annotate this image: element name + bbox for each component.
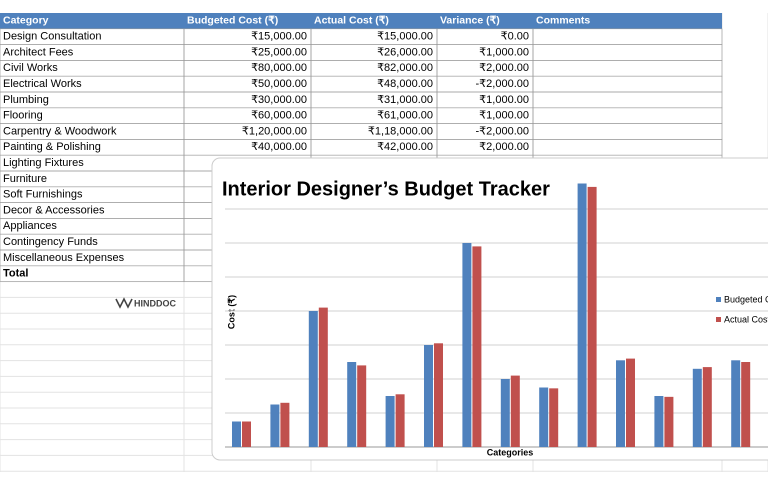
cell-text: ₹1,000.00 — [479, 46, 529, 58]
cell-text: -₹2,000.00 — [476, 125, 529, 137]
bar — [654, 396, 664, 447]
header-row — [0, 13, 722, 29]
legend-label: Actual Cost — [724, 314, 768, 324]
bar — [242, 421, 251, 447]
cell-text: ₹50,000.00 — [251, 78, 307, 90]
cell-text: Decor & Accessories — [3, 204, 105, 216]
cell-text: ₹1,20,000.00 — [242, 125, 307, 137]
bar — [462, 243, 472, 447]
logo: HINDDOC — [115, 297, 176, 309]
legend-label: Budgeted Cost — [724, 294, 768, 304]
bar — [626, 358, 635, 447]
cell-text: ₹1,000.00 — [479, 94, 529, 106]
bar — [539, 387, 549, 447]
bar — [357, 365, 367, 447]
chart-frame — [211, 157, 768, 461]
bar — [280, 402, 290, 447]
cell-text: -₹2,000.00 — [476, 78, 529, 90]
bar — [385, 396, 395, 447]
cell-text: Furniture — [3, 173, 47, 185]
chart-title: Interior Designer’s Budget Tracker — [222, 178, 550, 200]
cell-text: ₹82,000.00 — [377, 62, 433, 74]
cell-text: Electrical Works — [3, 78, 82, 90]
cell-text: Appliances — [3, 220, 57, 232]
header-cell: Budgeted Cost (₹) — [187, 15, 278, 27]
cell-text: ₹15,000.00 — [377, 31, 433, 43]
bar — [616, 360, 625, 447]
bar — [395, 394, 405, 447]
cell-text: Contingency Funds — [3, 236, 98, 248]
bar — [510, 375, 520, 447]
bar — [232, 421, 241, 447]
bar — [308, 311, 318, 447]
bar — [472, 246, 482, 447]
header-cell: Actual Cost (₹) — [314, 15, 389, 27]
cell-text: Civil Works — [3, 62, 58, 74]
cell-text: ₹25,000.00 — [251, 46, 307, 58]
cell-text: Architect Fees — [3, 46, 74, 58]
cell-text: ₹61,000.00 — [377, 110, 433, 122]
cell-text: Miscellaneous Expenses — [3, 252, 125, 264]
bar — [702, 367, 712, 447]
cell-text: ₹42,000.00 — [377, 141, 433, 153]
cell-text: ₹1,18,000.00 — [368, 125, 433, 137]
bar — [587, 186, 597, 447]
header-cell: Variance (₹) — [440, 15, 500, 27]
logo-text: HINDDOC — [134, 298, 176, 308]
bar — [664, 396, 674, 447]
cell-text: ₹48,000.00 — [377, 78, 433, 90]
bar — [500, 379, 510, 447]
cell-text: ₹31,000.00 — [377, 94, 433, 106]
chart: Interior Designer’s Budget Tracker Categ… — [211, 157, 768, 461]
cell-text: ₹60,000.00 — [251, 110, 307, 122]
bar — [424, 345, 433, 447]
cell-text: ₹15,000.00 — [251, 31, 307, 43]
header-cell: Category — [3, 15, 49, 27]
cell-text: Lighting Fixtures — [3, 157, 84, 169]
bar — [549, 388, 559, 447]
cell-text: ₹1,000.00 — [479, 110, 529, 122]
bar — [731, 360, 741, 447]
y-axis-title: Cost (₹) — [226, 295, 236, 329]
cell-text: ₹2,000.00 — [479, 62, 529, 74]
cell-text: Carpentry & Woodwork — [3, 125, 117, 137]
bar — [741, 362, 751, 447]
cell-text: Flooring — [3, 110, 43, 122]
cell-text: ₹0.00 — [501, 31, 529, 43]
legend-swatch — [716, 297, 721, 302]
bar — [692, 368, 702, 447]
bar — [347, 362, 357, 447]
header-cell: Comments — [536, 15, 590, 27]
cell-text: Plumbing — [3, 94, 49, 106]
bar — [270, 404, 280, 447]
bar — [318, 307, 328, 447]
cell-text: ₹40,000.00 — [251, 141, 307, 153]
bar — [577, 183, 587, 447]
logo-icon — [115, 297, 133, 309]
cell-text: Painting & Polishing — [3, 141, 101, 153]
cell-text: ₹80,000.00 — [251, 62, 307, 74]
legend-swatch — [716, 317, 721, 322]
bar — [434, 343, 443, 447]
cell-text: Total — [3, 268, 28, 280]
cell-text: Soft Furnishings — [3, 189, 83, 201]
cell-text: ₹2,000.00 — [479, 141, 529, 153]
cell-text: ₹30,000.00 — [251, 94, 307, 106]
x-axis-title: Categories — [487, 447, 534, 457]
cell-text: Design Consultation — [3, 31, 101, 43]
cell-text: ₹26,000.00 — [377, 46, 433, 58]
